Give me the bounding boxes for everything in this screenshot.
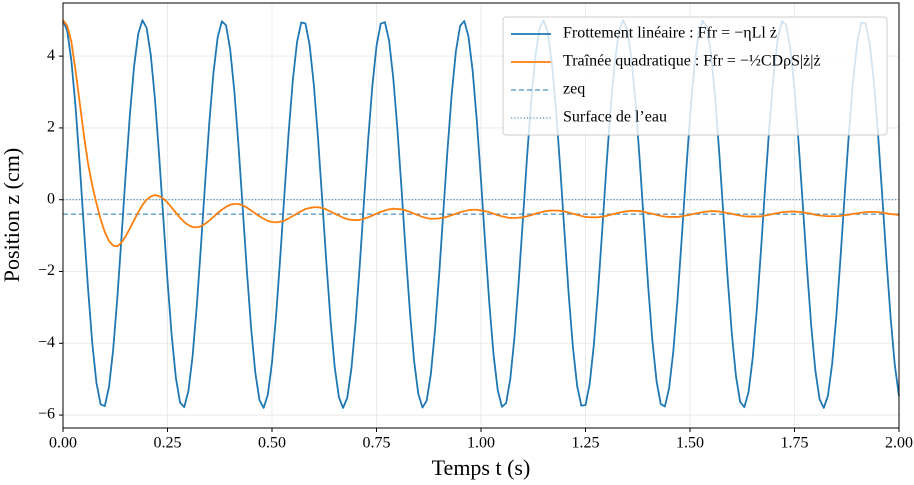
x-tick-label: 1.00 [467, 435, 495, 452]
y-axis-label: Position z (cm) [0, 148, 24, 282]
y-tick-label: −2 [38, 262, 55, 279]
legend-label: Traînée quadratique : Ffr = −½CDρS|ż|ż [563, 53, 821, 70]
x-axis-label: Temps t (s) [432, 455, 531, 480]
y-tick-label: 4 [47, 47, 55, 64]
series-line [62, 19, 900, 248]
x-tick-label: 0.75 [363, 435, 391, 452]
y-tick-label: −4 [38, 334, 55, 351]
x-tick-label: 0.00 [49, 435, 77, 452]
legend-label: zeq [563, 81, 585, 98]
y-tick-label: 0 [47, 190, 55, 207]
x-tick-label: 2.00 [885, 435, 913, 452]
legend: Frottement linéaire : Ffr = −ηLl ż Traîné… [502, 16, 888, 136]
plot-frame [62, 2, 900, 429]
x-tick-label: 1.75 [781, 435, 809, 452]
legend-label: Surface de l’eau [563, 109, 667, 126]
x-tick-label: 0.25 [154, 435, 182, 452]
y-tick-label: 2 [47, 119, 55, 136]
x-tick-label: 0.50 [258, 435, 286, 452]
legend-box [502, 16, 888, 136]
x-tick-label: 1.50 [676, 435, 704, 452]
y-tick-label: −6 [38, 406, 55, 423]
legend-label: Frottement linéaire : Ffr = −ηLl ż [563, 25, 777, 42]
x-tick-label: 1.25 [572, 435, 600, 452]
